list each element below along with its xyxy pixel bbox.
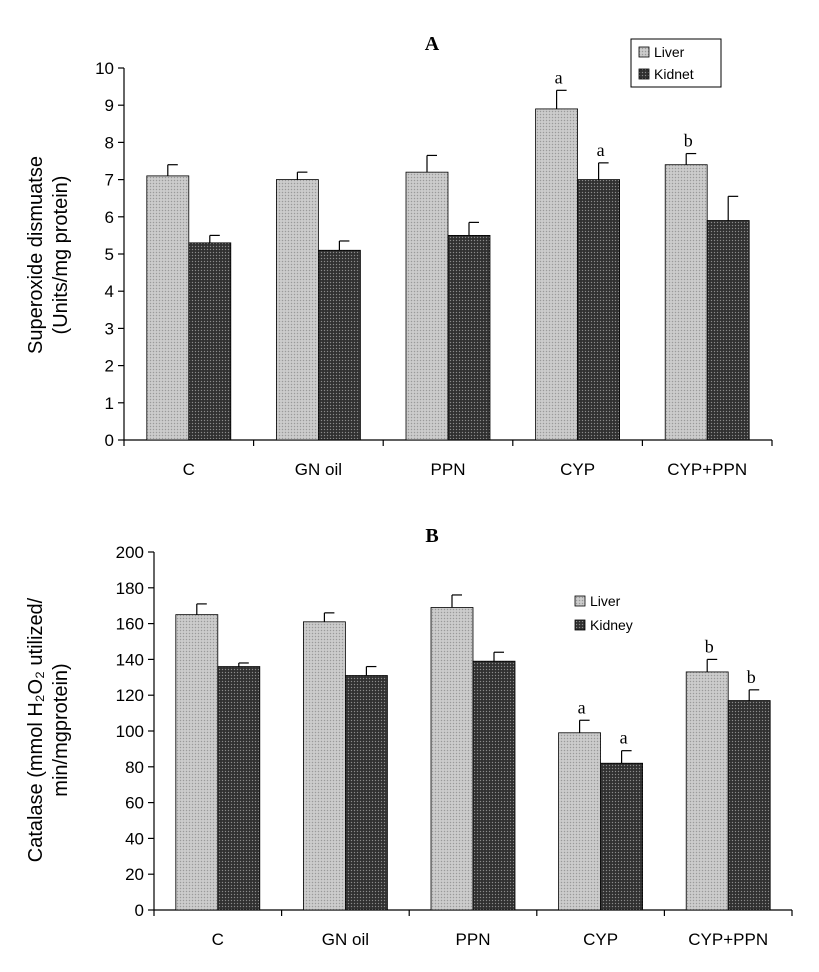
panel-b-significance-label: a — [578, 697, 586, 717]
panel-a-legend-label-kidnet: Kidnet — [654, 66, 694, 82]
panel-a-bar-kidnet — [317, 249, 361, 441]
panel-b-y-tick-label: 40 — [125, 829, 144, 848]
panel-b-significance-label: b — [747, 667, 756, 687]
panel-b-bar-kidney — [472, 660, 516, 911]
panel-a-bar-kidnet — [447, 234, 491, 441]
panel-b-y-tick-label: 60 — [125, 794, 144, 813]
panel-a-legend-swatch-kidnet — [638, 68, 650, 80]
panel-a-y-tick-label: 0 — [105, 431, 114, 450]
panel-b-bar-kidney — [600, 762, 643, 911]
panel-a-y-tick-label: 3 — [105, 319, 114, 338]
panel-b-ylabel-line1: Catalase (mmol H₂O₂ utilized/ — [25, 597, 47, 862]
panel-b-bar-kidney — [217, 666, 261, 911]
panel-b-bar-liver — [302, 621, 346, 911]
panel-b-y-tick-label: 80 — [125, 758, 144, 777]
panel-a-significance-label: b — [684, 131, 693, 151]
panel-b-ylabel-line2: min/mgprotein) — [50, 663, 72, 796]
panel-b-category-label: PPN — [456, 930, 491, 949]
panel-b-bar-liver — [685, 671, 729, 911]
panel-b-y-tick-label: 20 — [125, 865, 144, 884]
panel-b-y-tick-label: 0 — [135, 901, 144, 920]
panel-b-bar-kidney — [727, 700, 771, 911]
panel-b-y-tick-label: 200 — [116, 543, 144, 562]
panel-a-legend-label-liver: Liver — [654, 44, 685, 60]
panel-a-y-tick-label: 10 — [95, 59, 114, 78]
panel-b-bar-liver — [430, 607, 474, 911]
panel-a-y-tick-label: 5 — [105, 245, 114, 264]
panel-b-title: B — [425, 525, 438, 547]
panel-b-y-tick-label: 140 — [116, 650, 144, 669]
panel-a-legend: Liver Kidnet — [630, 38, 722, 88]
panel-a-y-tick-label: 1 — [105, 394, 114, 413]
panel-b-bar-liver — [175, 614, 219, 911]
panel-b-y-tick-label: 160 — [116, 615, 144, 634]
panel-a-y-tick-label: 6 — [105, 208, 114, 227]
panel-b-significance-label: a — [620, 728, 628, 748]
panel-b-legend-swatch-liver — [574, 595, 586, 607]
panel-a-bar-liver — [535, 108, 578, 441]
panel-a-plot-area: 0 1 2 3 4 5 6 7 8 9 10 C GN oil PPN CYP a a CYP+PPN b — [95, 59, 773, 479]
panel-a: A Superoxide dismuatse (Units/mg protein… — [25, 33, 773, 479]
panel-a-y-tick-label: 7 — [105, 171, 114, 190]
panel-a-legend-swatch-liver — [638, 46, 650, 58]
panel-a-bar-liver — [275, 179, 319, 441]
panel-b-significance-label: b — [705, 636, 714, 656]
panel-b-legend-label-kidney: Kidney — [590, 617, 633, 633]
panel-a-bar-liver — [405, 171, 449, 441]
panel-a-category-label: GN oil — [295, 460, 342, 479]
panel-a-significance-label: a — [555, 67, 563, 87]
panel-a-y-tick-label: 9 — [105, 96, 114, 115]
panel-b-bar-kidney — [344, 675, 388, 911]
panel-b-category-label: CYP — [583, 930, 618, 949]
panel-a-title: A — [425, 33, 440, 55]
panel-a-y-tick-label: 8 — [105, 133, 114, 152]
panel-a-bar-kidnet — [577, 179, 620, 441]
panel-b: B Catalase (mmol H₂O₂ utilized/ min/mgpr… — [25, 525, 793, 949]
panel-b-y-tick-label: 120 — [116, 686, 144, 705]
panel-a-significance-label: a — [597, 140, 605, 160]
panel-b-legend: Liver Kidney — [570, 587, 660, 637]
panel-b-y-tick-label: 100 — [116, 722, 144, 741]
panel-b-category-label: C — [212, 930, 224, 949]
panel-b-legend-swatch-kidney — [574, 619, 586, 631]
panel-b-category-label: CYP+PPN — [688, 930, 768, 949]
panel-a-category-label: C — [183, 460, 195, 479]
panel-b-plot-area: 0 20 40 60 80 100 120 140 160 180 200 C GN oil PPN CYP… — [116, 543, 793, 949]
panel-a-y-tick-label: 2 — [105, 357, 114, 376]
panel-a-ylabel-line2: (Units/mg protein) — [50, 176, 72, 335]
panel-a-bar-liver — [146, 175, 190, 441]
panel-a-ylabel-line1: Superoxide dismuatse — [25, 156, 47, 354]
panel-a-y-tick-label: 4 — [105, 282, 114, 301]
panel-a-bar-liver — [664, 164, 708, 441]
panel-b-category-label: GN oil — [322, 930, 369, 949]
panel-a-bar-kidnet — [706, 220, 750, 441]
panel-b-legend-label-liver: Liver — [590, 593, 621, 609]
panel-a-category-label: CYP — [560, 460, 595, 479]
panel-b-y-tick-label: 180 — [116, 579, 144, 598]
panel-a-category-label: PPN — [431, 460, 466, 479]
panel-a-category-label: CYP+PPN — [667, 460, 747, 479]
panel-b-bar-liver — [558, 732, 601, 911]
panel-a-bar-kidnet — [188, 242, 232, 441]
